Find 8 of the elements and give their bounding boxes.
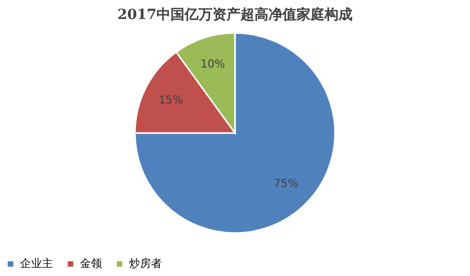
pie-slice bbox=[134, 32, 336, 234]
data-label: 75% bbox=[274, 176, 298, 190]
legend-label: 炒房者 bbox=[129, 256, 162, 270]
chart-title: 2017中国亿万资产超高净值家庭构成 bbox=[118, 6, 352, 23]
data-label: 15% bbox=[158, 93, 184, 106]
legend-label: 金领 bbox=[80, 256, 102, 270]
legend-label: 企业主 bbox=[20, 256, 53, 270]
data-label: 10% bbox=[200, 58, 225, 71]
